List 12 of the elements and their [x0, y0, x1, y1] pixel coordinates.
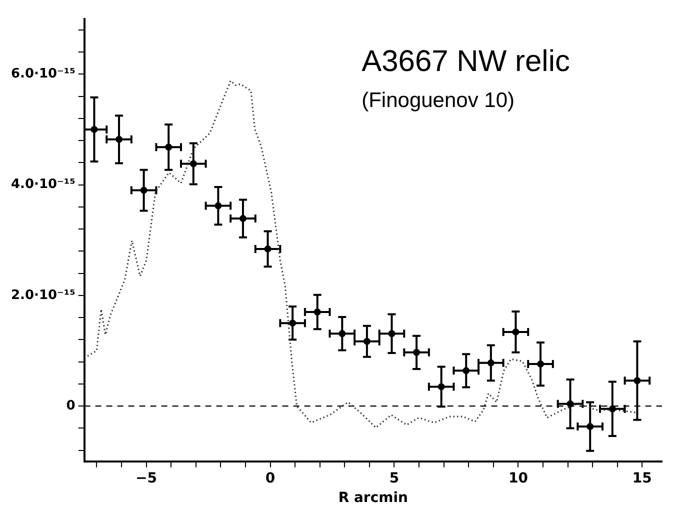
y-tick-label: 6.0·10⁻¹⁵: [10, 66, 76, 82]
x-tick-label: 0: [265, 470, 276, 486]
text: A3667 NW relic: [362, 44, 570, 78]
x-tick-label: −5: [136, 470, 158, 486]
y-tick-label: 4.0·10⁻¹⁵: [10, 177, 76, 192]
x-tick-label: 10: [508, 470, 528, 486]
text: (Finoguenov 10): [362, 88, 515, 112]
x-tick-label: 15: [632, 470, 652, 486]
x-tick-label: 5: [389, 470, 400, 486]
y-tick-label: 2.0·10⁻¹⁵: [10, 288, 76, 303]
x-axis-title: R arcmin: [338, 490, 408, 506]
y-tick-label: 0: [66, 398, 76, 414]
